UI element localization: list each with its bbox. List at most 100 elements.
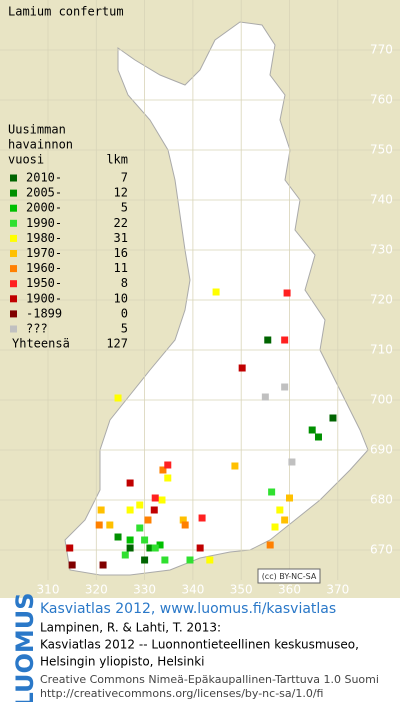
legend-count: 5 [121,322,128,336]
legend-count: 7 [121,171,128,185]
license: Creative Commons Nimeä-Epäkaupallinen-Ta… [40,673,379,686]
legend-swatch [10,219,17,227]
observation [271,523,279,531]
observation [231,462,239,470]
observation [97,506,105,514]
legend-swatch [10,325,17,333]
observation [264,336,272,344]
observation [288,458,296,466]
legend-label: 2010- [26,171,62,185]
observation [238,364,246,372]
legend-swatch [10,280,17,288]
legend-count: 10 [114,291,128,305]
observation [164,474,172,482]
observation [281,383,289,391]
observation [179,516,187,524]
legend-swatch [10,189,17,197]
observation [164,461,172,469]
x-tick-label: 310 [37,583,60,597]
observation [156,541,164,549]
legend-label: 1950- [26,276,62,290]
license[interactable]: http://creativecommons.org/licenses/by-n… [40,687,323,700]
observation [126,506,134,514]
legend-label: ??? [26,322,48,336]
observation [151,494,159,502]
citation: Kasviatlas 2012 -- Luonnontieteellinen k… [40,638,359,652]
observation [144,516,152,524]
legend-swatch [10,204,17,212]
observation [329,414,337,422]
observation [151,544,159,552]
legend-count: 22 [114,216,128,230]
citation: Helsingin yliopisto, Helsinki [40,655,205,669]
y-tick-label: 720 [370,293,393,307]
legend-header: havainnon [8,138,73,152]
legend-swatch [10,174,17,182]
observation [121,551,129,559]
x-tick-label: 330 [133,583,156,597]
x-tick-label: 320 [85,583,108,597]
y-tick-label: 680 [370,493,393,507]
observation [136,524,144,532]
legend-swatch [10,310,17,318]
observation [99,561,107,569]
observation [281,336,289,344]
observation [212,288,220,296]
observation [286,494,293,502]
observation [196,544,204,552]
legend-count: 0 [121,306,128,320]
legend-count: 8 [121,276,128,290]
legend-count: 31 [114,231,128,245]
legend-count: 12 [114,186,128,200]
legend-label: 1970- [26,246,62,260]
license-badge-text: (cc) BY-NC-SA [262,572,317,581]
observation [281,516,289,524]
observation [268,488,276,496]
observation [126,544,134,552]
footer-link[interactable]: Kasviatlas 2012, www.luomus.fi/kasviatla… [40,601,336,617]
observation [186,556,194,564]
legend-swatch [10,265,17,273]
legend-label: 1990- [26,216,62,230]
legend-total-label: Yhteensä [12,337,70,351]
y-tick-label: 730 [370,243,393,257]
y-tick-label: 770 [370,43,393,57]
observation [114,394,122,402]
observation [126,536,134,544]
legend-header: vuosi [8,153,44,167]
observation [283,289,291,297]
y-tick-label: 700 [370,393,393,407]
legend-swatch [10,295,17,303]
legend-count: 5 [121,201,128,215]
x-tick-label: 360 [278,583,301,597]
legend-total: 127 [106,337,128,351]
observation [68,561,76,569]
legend-label: 1900- [26,291,62,305]
y-tick-label: 740 [370,193,393,207]
observation [158,496,166,504]
legend-count: 16 [114,246,128,260]
map-title: Lamium confertum [8,5,124,19]
legend-label: -1899 [26,306,62,320]
y-tick-label: 710 [370,343,393,357]
y-tick-label: 670 [370,543,393,557]
logo: LUOMUS [11,593,39,702]
legend-swatch [10,234,17,242]
observation [314,433,322,441]
legend-label: 1960- [26,261,62,275]
legend-header: lkm [106,153,128,167]
legend-label: 2005- [26,186,62,200]
legend-label: 1980- [26,231,62,245]
legend-label: 2000- [26,201,62,215]
observation [308,426,316,434]
observation [141,556,149,564]
license-badge [257,568,321,584]
citation: Lampinen, R. & Lahti, T. 2013: [40,621,221,635]
observation [141,536,149,544]
y-tick-label: 690 [370,443,393,457]
legend-header: Uusimman [8,123,66,137]
observation [198,514,206,522]
y-tick-label: 760 [370,93,393,107]
x-tick-label: 340 [181,583,204,597]
